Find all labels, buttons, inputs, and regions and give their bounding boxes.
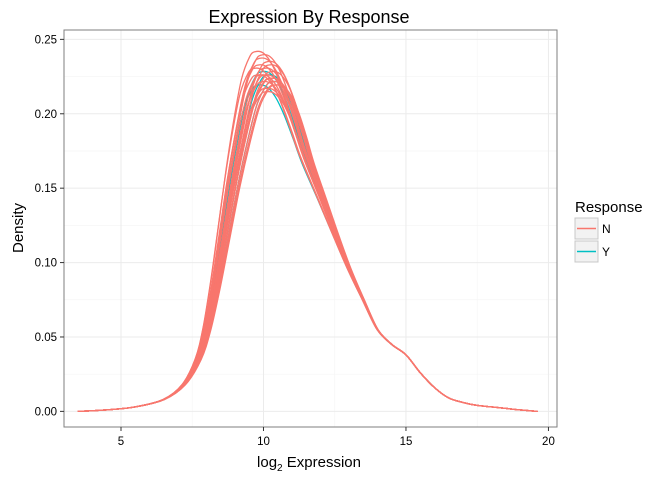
y-tick-label: 0.25 (35, 34, 57, 46)
legend-title: Response (575, 199, 643, 216)
plot-panel (63, 29, 558, 428)
chart-title: Expression By Response (208, 7, 409, 27)
major-gridlines (64, 30, 557, 427)
y-axis-ticks: 0.00 0.05 0.10 0.15 0.20 0.25 (35, 34, 64, 418)
panel-border (63, 29, 558, 428)
legend-label: Y (602, 245, 610, 259)
density-line-N (77, 84, 538, 413)
x-tick-label: 15 (400, 436, 413, 448)
legend-label: N (602, 222, 611, 236)
y-tick-label: 0.10 (35, 258, 57, 270)
y-tick-label: 0.15 (35, 183, 57, 195)
x-tick-label: 10 (257, 436, 270, 448)
panel-background (64, 30, 557, 427)
y-tick-label: 0.00 (35, 406, 57, 418)
legend-entries: NY (574, 217, 611, 263)
y-axis-title: Density (10, 202, 27, 253)
x-tick-label: 5 (118, 436, 124, 448)
legend: Response NY (574, 199, 643, 263)
density-curves (77, 50, 538, 413)
y-tick-label: 0.20 (35, 109, 57, 121)
x-axis-ticks: 5 10 15 20 (118, 427, 555, 448)
y-tick-label: 0.05 (35, 332, 57, 344)
x-axis-title: log2 Expression (257, 454, 361, 474)
x-tick-label: 20 (542, 436, 555, 448)
